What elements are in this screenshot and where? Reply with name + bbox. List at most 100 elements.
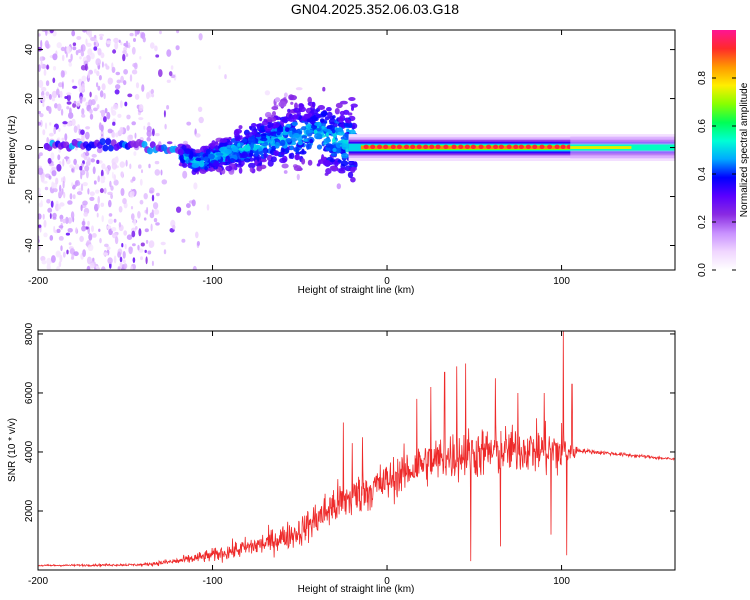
spectrogram-cell [321, 125, 325, 129]
x-tick-label: -200 [28, 576, 48, 587]
spectrogram-cell [67, 200, 73, 205]
spectrogram-y-axis-label: Frequency (Hz) [7, 116, 18, 185]
spectrogram-cell [122, 259, 126, 264]
spectrogram-cell [281, 163, 289, 169]
spectrogram-cell [554, 144, 560, 149]
spectrogram-cell [518, 144, 524, 149]
spectrogram-cell [66, 106, 70, 110]
spectrogram-cell [94, 94, 98, 102]
spectrogram-cell [45, 30, 48, 36]
spectrogram-cell [260, 133, 267, 136]
spectrogram-cell [193, 182, 198, 190]
spectrogram-cell [79, 56, 82, 60]
spectrogram-cell [141, 169, 143, 174]
spectrogram-cell [458, 144, 464, 149]
spectrogram-cell [81, 83, 85, 92]
spectrogram-cell [73, 251, 79, 257]
spectrogram-cell [127, 134, 133, 142]
spectrogram-cell [166, 105, 170, 110]
spectrogram-cell [89, 191, 95, 196]
spectrogram-cell [189, 150, 193, 157]
spectrogram-cell [225, 158, 229, 163]
spectrogram-cell [217, 156, 221, 160]
spectrogram-cell [164, 123, 167, 130]
spectrogram-cell [75, 49, 79, 56]
spectrogram-cell [195, 133, 201, 138]
spectrogram-cell [69, 107, 72, 115]
spectrogram-cell [80, 183, 84, 192]
spectrogram-cell [71, 182, 74, 187]
spectrogram-cell [177, 148, 184, 156]
spectrogram-cell [255, 144, 260, 149]
spectrogram-cell [96, 104, 100, 110]
spectrogram-cell [122, 53, 126, 62]
spectrogram-cell [131, 191, 135, 196]
spectrogram-cell [70, 211, 75, 220]
spectrogram-cell [146, 130, 152, 137]
spectrogram-cell [334, 161, 339, 167]
spectrogram-cell [38, 79, 44, 88]
spectrogram-cell [155, 222, 160, 226]
spectrogram-cell [38, 245, 41, 250]
spectrogram-cell [122, 251, 126, 259]
spectrogram-cell [155, 54, 160, 58]
spectrogram-cell [57, 204, 60, 211]
spectrogram-cell [117, 251, 121, 258]
spectrogram-cell [230, 158, 235, 163]
spectrogram-cell [49, 235, 54, 241]
spectrogram-cell [195, 231, 199, 239]
spectrogram-cell [343, 122, 350, 127]
spectrogram-cell [107, 77, 113, 85]
spectrogram-cell [153, 209, 160, 215]
spectrogram-cell [66, 94, 71, 102]
spectrogram-cell [127, 93, 133, 98]
spectrogram-cell [166, 141, 173, 145]
spectrogram-cell [158, 69, 163, 78]
spectrogram-cell [125, 159, 128, 167]
spectrogram-cell [539, 144, 545, 149]
spectrogram-cell [254, 151, 259, 157]
spectrogram-cell [128, 42, 131, 49]
spectrogram-cell [135, 226, 138, 230]
spectrogram-cell [215, 152, 224, 156]
spectrogram-cell [49, 122, 52, 126]
spectrogram-cell [71, 254, 75, 259]
spectrogram-cell [74, 180, 78, 187]
spectrogram-cell [176, 30, 180, 34]
spectrogram-cell [56, 266, 60, 270]
spectrogram-cell [124, 243, 127, 250]
spectrogram-cell [182, 162, 188, 168]
y-tick-label: 0 [24, 144, 35, 150]
spectrogram-cell [38, 213, 42, 220]
spectrogram-cell [98, 228, 101, 232]
spectrogram-cell [147, 122, 151, 127]
spectrogram-cell [114, 41, 119, 50]
spectrogram-cell [95, 189, 100, 194]
spectrogram-cell [330, 152, 338, 157]
spectrogram-cell [322, 159, 331, 166]
colorbar-tick-label: 0.6 [697, 119, 708, 133]
spectrogram-cell [175, 45, 180, 51]
spectrogram-cell [72, 46, 77, 51]
spectrogram-cell [133, 62, 138, 70]
spectrogram-cell [43, 219, 47, 228]
spectrogram-cell [121, 243, 124, 248]
spectrogram-cell [141, 141, 148, 148]
spectrogram-cell [72, 42, 77, 46]
spectrogram-cell [43, 232, 48, 238]
spectrogram-cell [275, 122, 280, 127]
spectrogram-cell [100, 176, 104, 184]
spectrogram-cell [272, 111, 276, 117]
x-tick-label: -200 [28, 276, 48, 287]
spectrogram-cell [119, 256, 123, 263]
spectrogram-cell [198, 116, 204, 124]
spectrogram-cell [85, 126, 91, 130]
spectrogram-cell [301, 126, 307, 131]
spectrogram-cell [68, 242, 72, 246]
spectrogram-cell [269, 138, 276, 146]
spectrogram-cell [96, 212, 99, 218]
spectrogram-cell [113, 255, 117, 264]
spectrogram-cell [138, 248, 144, 253]
snr-x-ticks: -200 -100 0 100 [28, 331, 570, 587]
spectrogram-cell [153, 202, 159, 210]
